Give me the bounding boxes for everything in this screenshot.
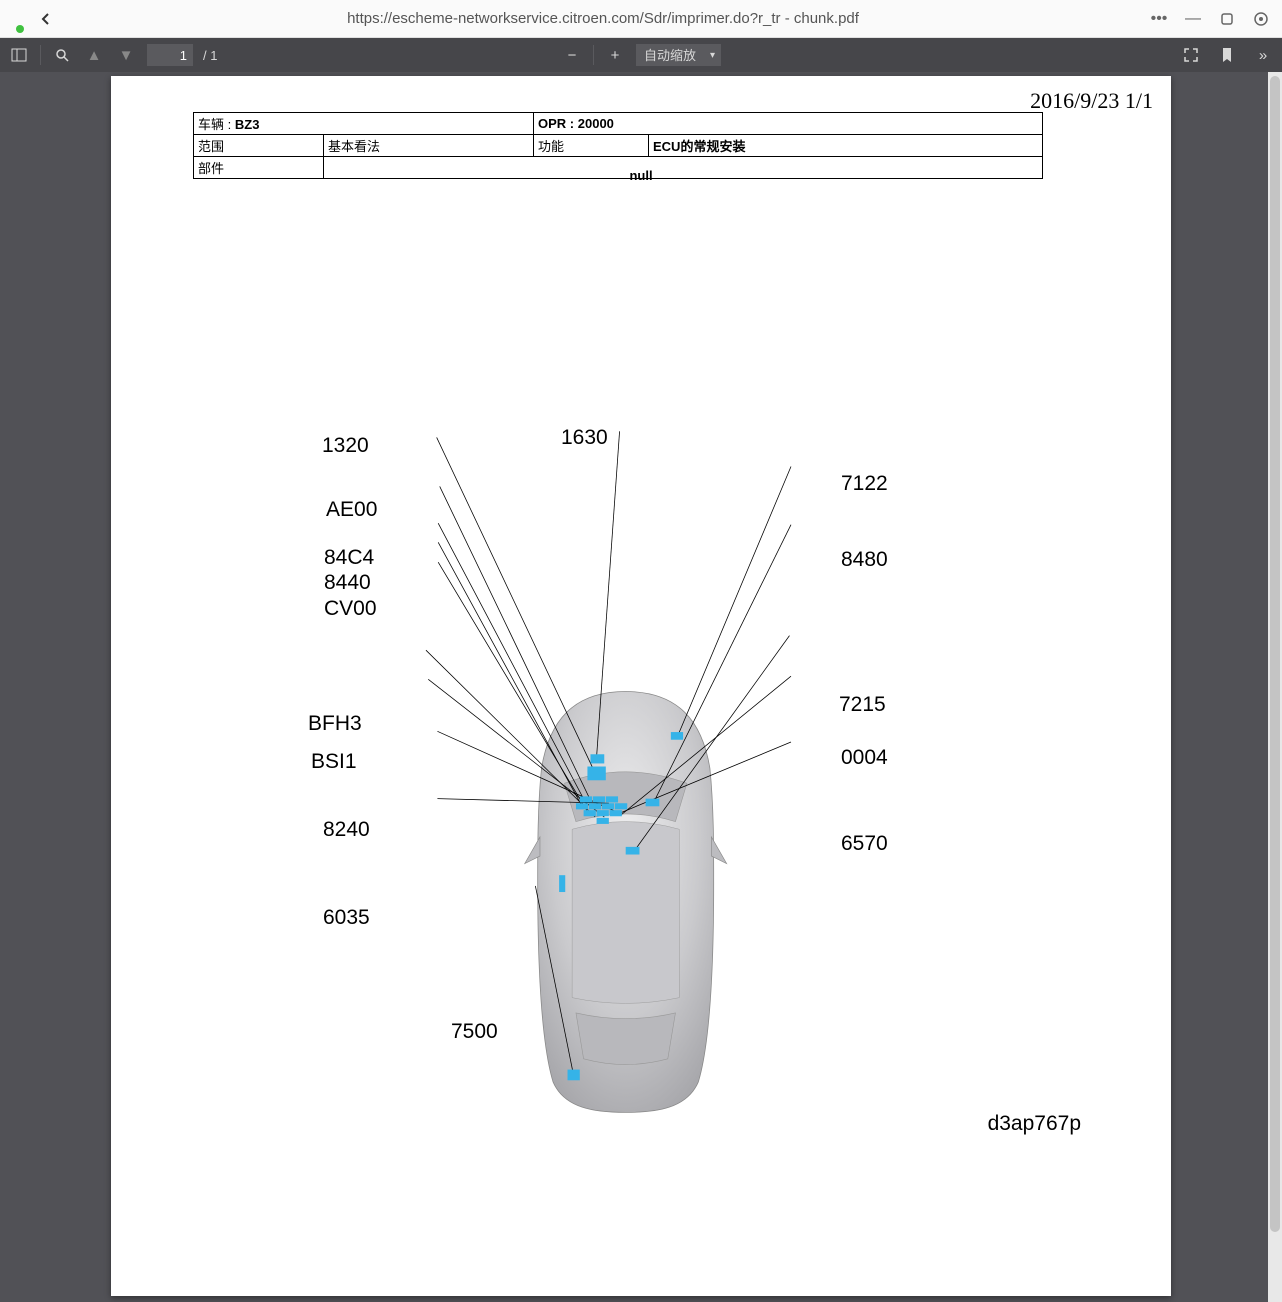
cell-part-label: 部件 <box>194 157 324 179</box>
component-label-6035: 6035 <box>323 906 370 930</box>
sidebar-toggle-button[interactable] <box>8 44 30 66</box>
target-button[interactable] <box>1250 8 1272 30</box>
search-icon <box>55 48 69 62</box>
pdf-viewer[interactable]: 2016/9/23 1/1 车辆 : BZ3 OPR : 20000 范围 基本… <box>0 72 1282 1302</box>
search-button[interactable] <box>51 44 73 66</box>
toolbar-center: − + 自动缩放 ▾ <box>561 44 721 66</box>
status-dot-icon <box>16 25 24 33</box>
component-label-7122: 7122 <box>841 472 888 496</box>
component-label-8240: 8240 <box>323 818 370 842</box>
component-label-BFH3: BFH3 <box>308 712 362 736</box>
back-button[interactable] <box>34 7 58 31</box>
prev-page-button[interactable]: ▲ <box>83 44 105 66</box>
bookmark-button[interactable] <box>1216 44 1238 66</box>
zoom-in-button[interactable]: + <box>604 44 626 66</box>
window-title: https://escheme-networkservice.citroen.c… <box>58 10 1148 27</box>
component-label-84C4: 84C4 <box>324 546 374 570</box>
window-titlebar: https://escheme-networkservice.citroen.c… <box>0 0 1282 38</box>
cell-func-value: ECU的常规安装 <box>649 135 1043 157</box>
fullscreen-button[interactable] <box>1180 44 1202 66</box>
component-label-CV00: CV00 <box>324 597 377 621</box>
zoom-out-button[interactable]: − <box>561 44 583 66</box>
component-label-7215: 7215 <box>839 693 886 717</box>
cell-func-label: 功能 <box>534 135 649 157</box>
cell-range-label: 范围 <box>194 135 324 157</box>
toolbar-right: » <box>1180 44 1274 66</box>
chevron-left-icon <box>39 12 53 26</box>
maximize-icon <box>1220 12 1234 26</box>
page-total-label: / 1 <box>203 48 217 63</box>
zoom-select[interactable]: 自动缩放 <box>636 44 721 66</box>
bookmark-icon <box>1221 47 1233 63</box>
maximize-button[interactable] <box>1216 8 1238 30</box>
target-icon <box>1253 11 1269 27</box>
window-controls: ••• — <box>1148 8 1272 30</box>
fullscreen-icon <box>1183 47 1199 63</box>
component-label-BSI1: BSI1 <box>311 750 357 774</box>
vertical-scrollbar[interactable] <box>1268 72 1282 1302</box>
component-label-AE00: AE00 <box>326 498 377 522</box>
pdf-page: 2016/9/23 1/1 车辆 : BZ3 OPR : 20000 范围 基本… <box>111 76 1171 1296</box>
scrollbar-thumb[interactable] <box>1270 76 1280 1232</box>
labels-container: 1630 1320 AE00 84C48440CV00 BFH3 BSI1 8240 6035… <box>111 416 1171 1302</box>
more-button[interactable]: ••• <box>1148 8 1170 30</box>
component-label-1320: 1320 <box>322 434 369 458</box>
info-table: 车辆 : BZ3 OPR : 20000 范围 基本看法 功能 ECU的常规安装… <box>193 112 1043 179</box>
table-row: 部件 <box>194 157 1043 179</box>
minimize-button[interactable]: — <box>1182 8 1204 30</box>
cell-part-value <box>324 157 1043 179</box>
document-id: d3ap767p <box>988 1112 1081 1136</box>
cell-range-value: 基本看法 <box>324 135 534 157</box>
component-label-8480: 8480 <box>841 548 888 572</box>
component-label-7500: 7500 <box>451 1020 498 1044</box>
cell-vehicle: 车辆 : BZ3 <box>194 113 534 135</box>
component-label-8440: 8440 <box>324 571 371 595</box>
cell-opr: OPR : 20000 <box>534 113 1043 135</box>
table-row: 车辆 : BZ3 OPR : 20000 <box>194 113 1043 135</box>
component-label-6570: 6570 <box>841 832 888 856</box>
page-number-input[interactable] <box>147 44 193 66</box>
page-date-header: 2016/9/23 1/1 <box>1030 88 1153 114</box>
sidebar-icon <box>11 47 27 63</box>
component-label-0004: 0004 <box>841 746 888 770</box>
component-label-1630: 1630 <box>561 426 608 450</box>
pdf-toolbar: ▲ ▼ / 1 − + 自动缩放 ▾ » <box>0 38 1282 72</box>
table-row: 范围 基本看法 功能 ECU的常规安装 <box>194 135 1043 157</box>
null-label: null <box>629 168 652 183</box>
more-tools-button[interactable]: » <box>1252 44 1274 66</box>
next-page-button[interactable]: ▼ <box>115 44 137 66</box>
